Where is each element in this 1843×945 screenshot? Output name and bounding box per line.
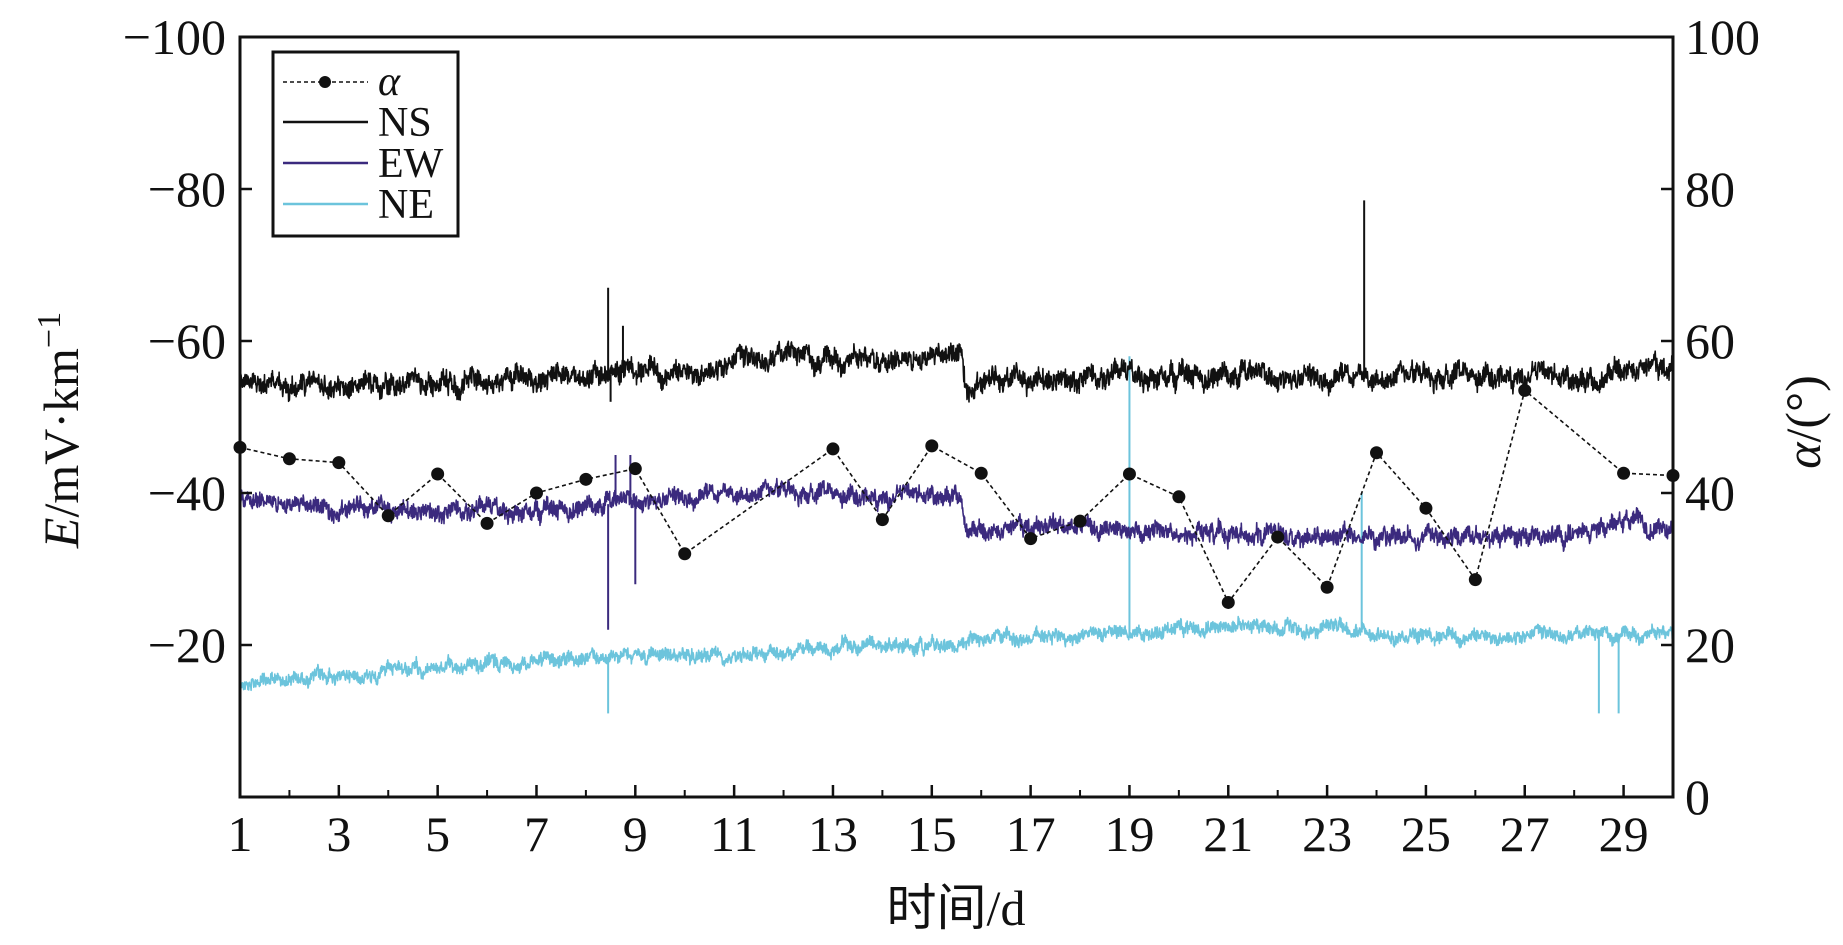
alpha-point — [1320, 580, 1334, 594]
alpha-point — [332, 456, 346, 470]
x-tick-label: 25 — [1401, 806, 1451, 862]
legend-item-ne: NE — [283, 182, 434, 228]
legend-label-alpha: α — [378, 59, 401, 105]
y-right-tick-label: 0 — [1685, 769, 1710, 825]
series-line-alpha — [239, 388, 1674, 604]
alpha-point — [1370, 446, 1384, 460]
x-tick-label: 19 — [1104, 806, 1154, 862]
legend-item-ns: NS — [283, 100, 432, 146]
alpha-point — [529, 486, 543, 500]
alpha-point — [381, 509, 395, 523]
alpha-point — [974, 466, 988, 480]
y-right-tick-label: 80 — [1685, 161, 1735, 217]
y-left-tick-label: −100 — [123, 9, 226, 65]
alpha-point — [579, 472, 593, 486]
legend-item-ew: EW — [283, 141, 444, 187]
alpha-point — [1122, 467, 1136, 481]
alpha-point — [431, 467, 445, 481]
alpha-point — [826, 442, 840, 456]
alpha-point — [1617, 466, 1631, 480]
alpha-point — [678, 547, 692, 561]
y-left-tick-label: −80 — [148, 161, 226, 217]
y-right-tick-label: 40 — [1685, 465, 1735, 521]
legend-item-alpha: α — [283, 59, 401, 105]
y-right-tick-label: 60 — [1685, 313, 1735, 369]
alpha-point — [1172, 490, 1186, 504]
alpha-point — [1518, 383, 1532, 397]
legend-box — [271, 50, 460, 238]
alpha-point — [1221, 595, 1235, 609]
legend-label-ew: EW — [378, 141, 444, 187]
alpha-point — [282, 452, 296, 466]
ticks-layer: 1 3 5 7 9 11 13 15 17 19 21 23 25 27 29−100−80−60−40−2… — [123, 9, 1760, 862]
alpha-point — [1271, 530, 1285, 544]
x-tick-label: 9 — [623, 806, 648, 862]
x-axis-title: 时间/d — [887, 880, 1026, 936]
y-left-tick-label: −40 — [148, 465, 226, 521]
x-tick-label: 15 — [907, 806, 957, 862]
legend-label-ns: NS — [378, 100, 432, 146]
y-left-tick-label: −60 — [148, 313, 226, 369]
alpha-point — [875, 513, 889, 527]
alpha-point — [1024, 532, 1038, 546]
x-tick-label: 3 — [326, 806, 351, 862]
x-tick-label: 7 — [524, 806, 549, 862]
x-tick-label: 27 — [1500, 806, 1550, 862]
x-tick-label: 1 — [228, 806, 253, 862]
legend-marker-alpha — [319, 76, 331, 88]
x-tick-label: 17 — [1006, 806, 1056, 862]
series-line-ne — [239, 615, 1674, 692]
y-left-tick-label: −20 — [148, 617, 226, 673]
x-tick-label: 5 — [425, 806, 450, 862]
alpha-point — [1468, 573, 1482, 587]
y-axis-left-title: E/mV·km−1 — [31, 312, 89, 549]
series-line-ew — [239, 477, 1674, 553]
alpha-point — [628, 462, 642, 476]
x-tick-label: 21 — [1203, 806, 1253, 862]
alpha-point — [1419, 501, 1433, 515]
alpha-point — [925, 439, 939, 453]
legend-label-ne: NE — [378, 182, 434, 228]
x-tick-label: 23 — [1302, 806, 1352, 862]
x-tick-label: 29 — [1599, 806, 1649, 862]
y-right-tick-label: 20 — [1685, 617, 1735, 673]
alpha-point — [1073, 514, 1087, 528]
x-tick-label: 13 — [808, 806, 858, 862]
y-right-tick-label: 100 — [1685, 9, 1760, 65]
series-line-ns — [239, 340, 1674, 403]
alpha-point — [480, 516, 494, 530]
x-tick-label: 11 — [710, 806, 758, 862]
legend: α NS EW NE — [271, 50, 460, 238]
plot-frame — [238, 35, 1675, 799]
series-layer — [233, 200, 1680, 714]
y-axis-right-title: α/(°) — [1775, 375, 1831, 468]
